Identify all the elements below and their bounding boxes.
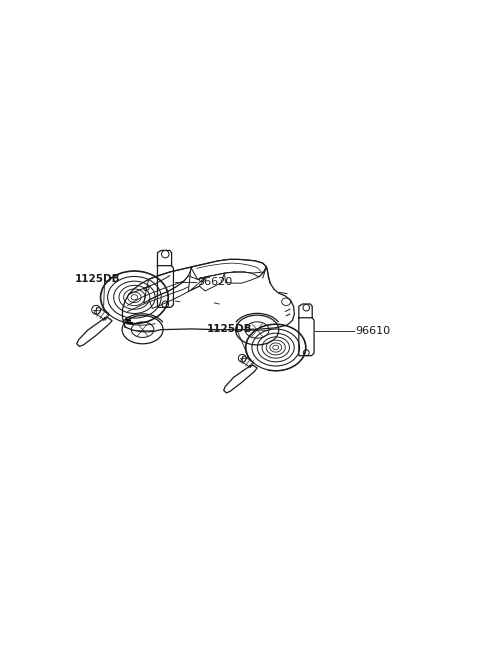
Text: 1125DB: 1125DB — [75, 274, 120, 284]
Text: 96610: 96610 — [356, 326, 391, 336]
Text: 1125DB: 1125DB — [207, 324, 252, 334]
Text: 96620: 96620 — [198, 278, 233, 288]
